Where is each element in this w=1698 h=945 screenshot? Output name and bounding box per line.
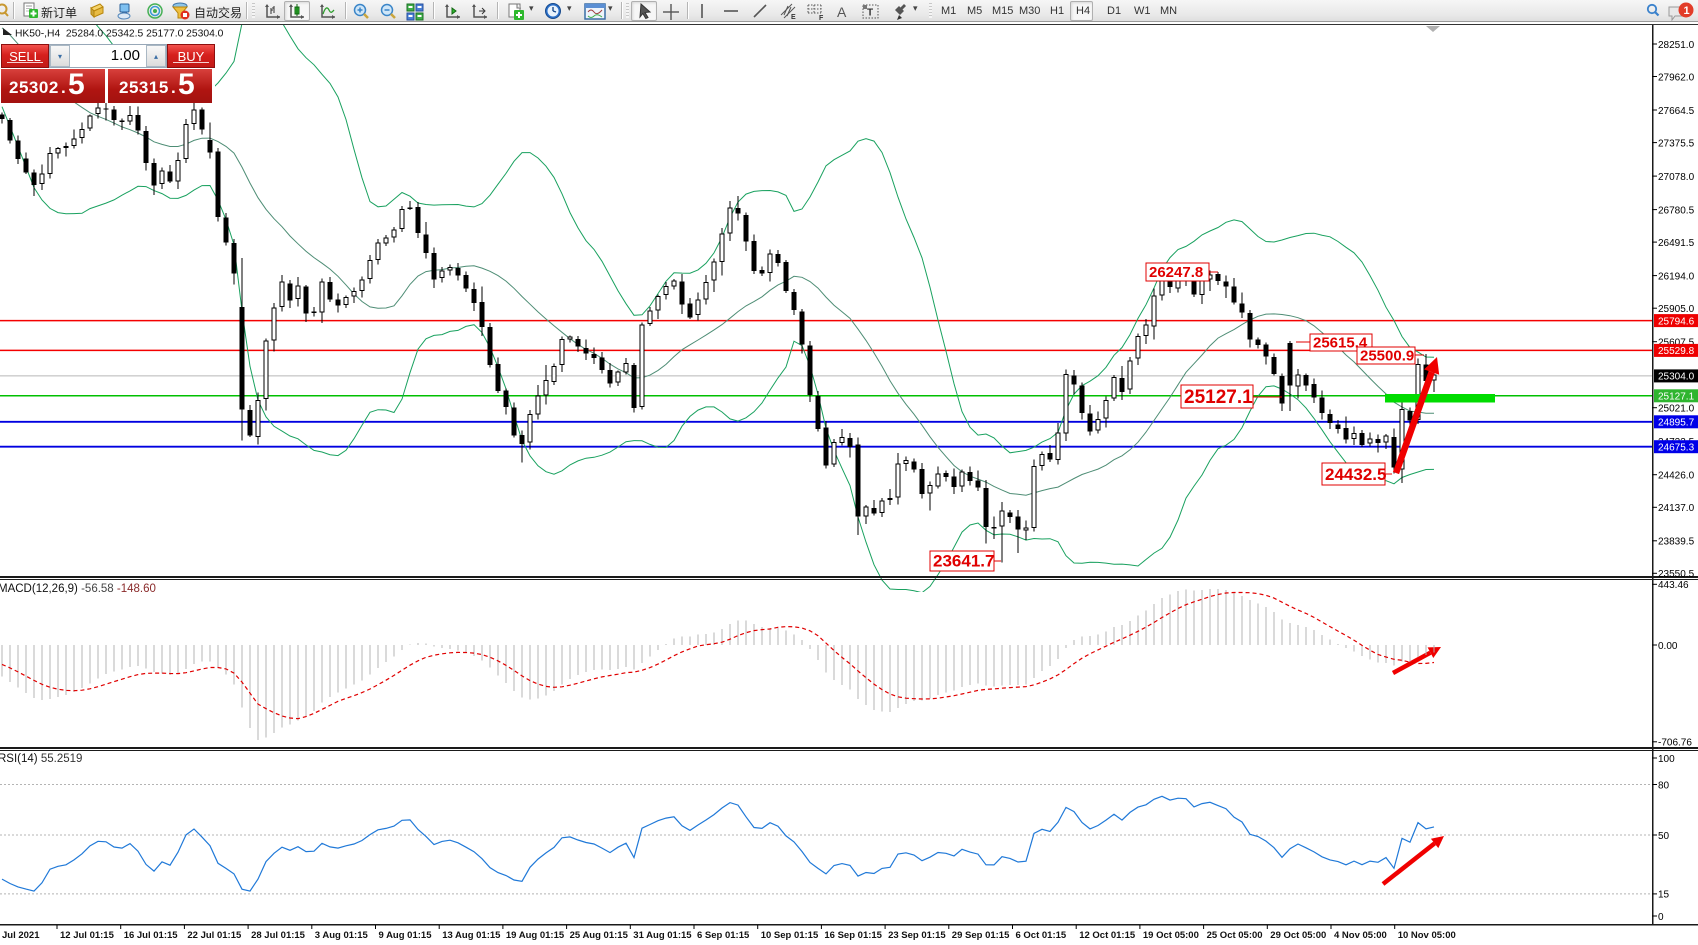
svg-text:13 Aug 01:15: 13 Aug 01:15 bbox=[442, 930, 501, 941]
svg-text:27375.5: 27375.5 bbox=[1658, 138, 1695, 149]
svg-text:-706.76: -706.76 bbox=[1658, 738, 1692, 749]
svg-text:24895.7: 24895.7 bbox=[1658, 418, 1695, 429]
svg-text:26247.8: 26247.8 bbox=[1149, 264, 1203, 281]
svg-text:HK50-,H4 25284.0 25342.5 2517: HK50-,H4 25284.0 25342.5 25177.0 25304.0 bbox=[15, 29, 224, 40]
svg-text:26491.5: 26491.5 bbox=[1658, 238, 1695, 249]
svg-text:80: 80 bbox=[1658, 780, 1670, 791]
svg-text:12 Jul 01:15: 12 Jul 01:15 bbox=[60, 930, 115, 941]
svg-text:3 Aug 01:15: 3 Aug 01:15 bbox=[315, 930, 369, 941]
svg-text:29 Sep 01:15: 29 Sep 01:15 bbox=[952, 930, 1010, 941]
svg-text:24426.0: 24426.0 bbox=[1658, 471, 1695, 482]
svg-text:24137.0: 24137.0 bbox=[1658, 503, 1695, 514]
svg-text:15: 15 bbox=[1658, 890, 1670, 901]
svg-text:12 Oct 01:15: 12 Oct 01:15 bbox=[1079, 930, 1136, 941]
svg-text:T: T bbox=[867, 8, 873, 19]
svg-text:0: 0 bbox=[1658, 912, 1664, 923]
svg-text:19 Aug 01:15: 19 Aug 01:15 bbox=[506, 930, 565, 941]
svg-text:28 Jul 01:15: 28 Jul 01:15 bbox=[251, 930, 306, 941]
svg-text:6 Sep 01:15: 6 Sep 01:15 bbox=[697, 930, 750, 941]
svg-text:25615.4: 25615.4 bbox=[1313, 334, 1368, 351]
svg-text:27664.5: 27664.5 bbox=[1658, 106, 1695, 117]
svg-text:443.46: 443.46 bbox=[1658, 580, 1689, 591]
svg-text:25794.6: 25794.6 bbox=[1658, 316, 1695, 327]
svg-text:23839.5: 23839.5 bbox=[1658, 537, 1695, 548]
svg-text:25127.1: 25127.1 bbox=[1184, 387, 1253, 408]
svg-text:6 Oct 01:15: 6 Oct 01:15 bbox=[1016, 930, 1067, 941]
svg-text:10 Nov 05:00: 10 Nov 05:00 bbox=[1398, 930, 1456, 941]
svg-text:25 Oct 05:00: 25 Oct 05:00 bbox=[1207, 930, 1263, 941]
svg-text:16 Jul 01:15: 16 Jul 01:15 bbox=[124, 930, 179, 941]
svg-text:19 Oct 05:00: 19 Oct 05:00 bbox=[1143, 930, 1199, 941]
svg-text:27078.0: 27078.0 bbox=[1658, 172, 1695, 183]
svg-text:1: 1 bbox=[1684, 5, 1690, 17]
svg-text:16 Sep 01:15: 16 Sep 01:15 bbox=[824, 930, 882, 941]
svg-text:22 Jul 01:15: 22 Jul 01:15 bbox=[187, 930, 242, 941]
svg-text:9 Aug 01:15: 9 Aug 01:15 bbox=[379, 930, 433, 941]
svg-text:Jul 2021: Jul 2021 bbox=[2, 930, 40, 941]
svg-text:29 Oct 05:00: 29 Oct 05:00 bbox=[1270, 930, 1326, 941]
svg-text:25500.9: 25500.9 bbox=[1360, 347, 1414, 364]
svg-text:E: E bbox=[791, 14, 796, 21]
svg-text:F: F bbox=[819, 15, 824, 22]
svg-text:28251.0: 28251.0 bbox=[1658, 40, 1695, 51]
svg-text:4 Nov 05:00: 4 Nov 05:00 bbox=[1334, 930, 1387, 941]
svg-text:23550.5: 23550.5 bbox=[1658, 569, 1695, 580]
svg-text:0.00: 0.00 bbox=[1658, 641, 1678, 652]
svg-text:25529.8: 25529.8 bbox=[1658, 346, 1695, 357]
svg-text:25127.1: 25127.1 bbox=[1658, 392, 1695, 403]
svg-text:25905.0: 25905.0 bbox=[1658, 304, 1695, 315]
svg-text:27962.0: 27962.0 bbox=[1658, 72, 1695, 83]
svg-text:100: 100 bbox=[1658, 754, 1675, 765]
svg-text:MACD(12,26,9) -56.58 -148.60: MACD(12,26,9) -56.58 -148.60 bbox=[0, 583, 156, 595]
svg-text:25607.5: 25607.5 bbox=[1658, 338, 1695, 349]
svg-text:31 Aug 01:15: 31 Aug 01:15 bbox=[633, 930, 692, 941]
svg-text:25021.0: 25021.0 bbox=[1658, 404, 1695, 415]
svg-text:25 Aug 01:15: 25 Aug 01:15 bbox=[570, 930, 629, 941]
svg-text:25304.0: 25304.0 bbox=[1658, 372, 1695, 383]
svg-text:26780.5: 26780.5 bbox=[1658, 205, 1695, 216]
svg-text:24675.3: 24675.3 bbox=[1658, 443, 1695, 454]
svg-text:10 Sep 01:15: 10 Sep 01:15 bbox=[761, 930, 819, 941]
svg-text:RSI(14) 55.2519: RSI(14) 55.2519 bbox=[0, 753, 82, 765]
svg-text:23641.7: 23641.7 bbox=[933, 552, 994, 571]
svg-text:23 Sep 01:15: 23 Sep 01:15 bbox=[888, 930, 946, 941]
svg-text:50: 50 bbox=[1658, 831, 1670, 842]
svg-text:24432.5: 24432.5 bbox=[1325, 465, 1386, 484]
svg-text:26194.0: 26194.0 bbox=[1658, 271, 1695, 282]
